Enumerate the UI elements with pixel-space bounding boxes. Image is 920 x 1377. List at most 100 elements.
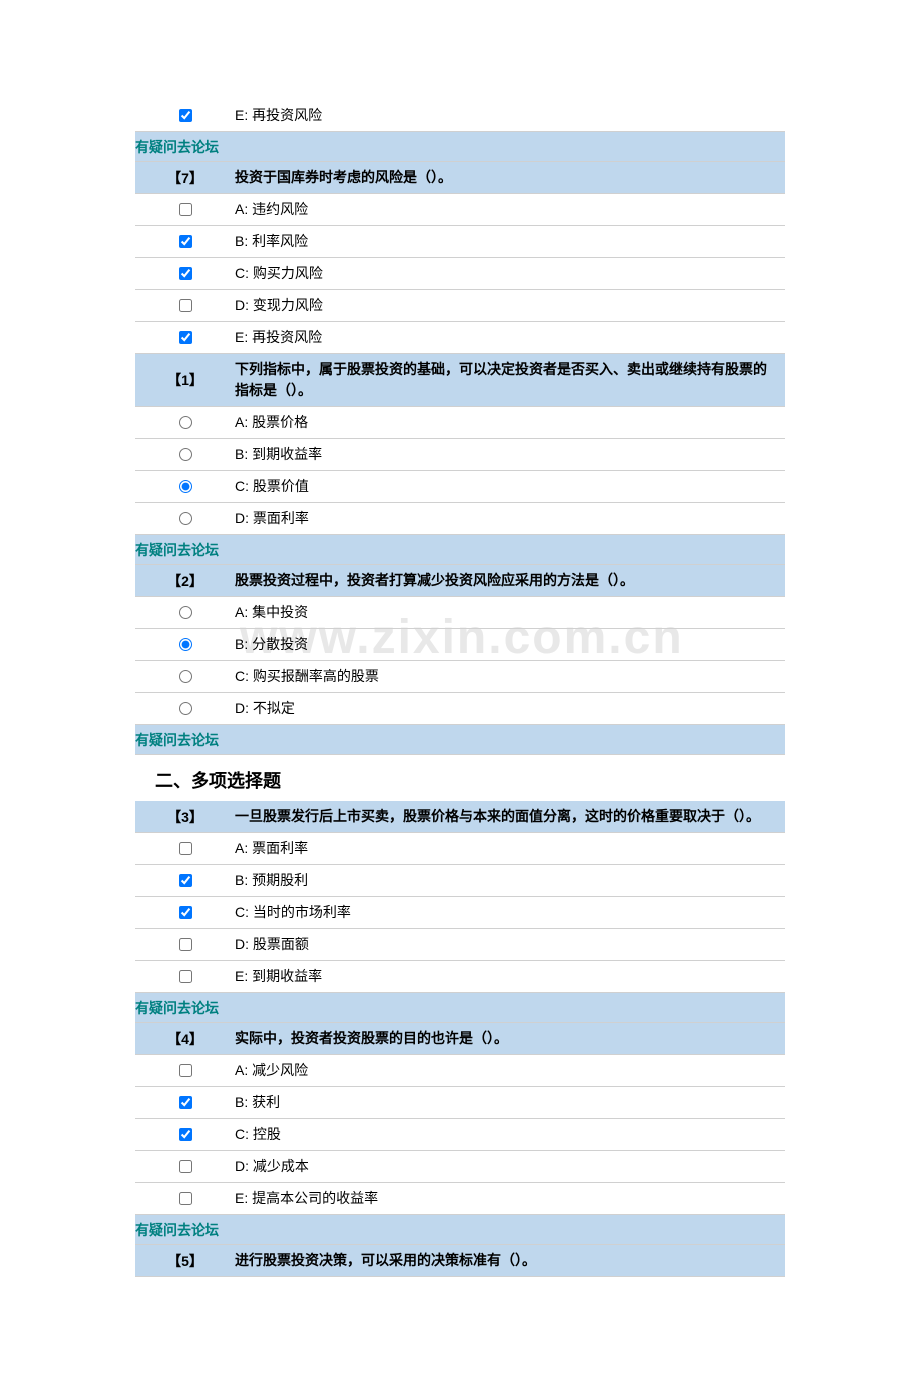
option-checkbox[interactable] <box>179 1064 192 1077</box>
option-checkbox[interactable] <box>179 267 192 280</box>
option-input-cell <box>135 837 235 860</box>
option-row: D: 减少成本 <box>135 1151 785 1183</box>
option-input-cell <box>135 198 235 221</box>
option-checkbox[interactable] <box>179 203 192 216</box>
option-row: C: 购买报酬率高的股票 <box>135 661 785 693</box>
question-number: 【2】 <box>135 566 235 596</box>
option-row: A: 违约风险 <box>135 194 785 226</box>
question-text: 投资于国库券时考虑的风险是（）。 <box>235 162 785 193</box>
option-radio[interactable] <box>179 448 192 461</box>
option-radio[interactable] <box>179 416 192 429</box>
forum-row: 有疑问去论坛 <box>135 132 785 162</box>
option-label: B: 分散投资 <box>235 629 785 660</box>
option-input-cell <box>135 1155 235 1178</box>
option-radio[interactable] <box>179 512 192 525</box>
option-label: B: 获利 <box>235 1087 785 1118</box>
option-checkbox[interactable] <box>179 970 192 983</box>
option-label: B: 利率风险 <box>235 226 785 257</box>
option-checkbox[interactable] <box>179 842 192 855</box>
option-row: A: 减少风险 <box>135 1055 785 1087</box>
option-input-cell <box>135 933 235 956</box>
option-row: D: 变现力风险 <box>135 290 785 322</box>
option-row: C: 当时的市场利率 <box>135 897 785 929</box>
option-label: B: 预期股利 <box>235 865 785 896</box>
option-row: B: 预期股利 <box>135 865 785 897</box>
option-row: C: 控股 <box>135 1119 785 1151</box>
option-label: C: 购买力风险 <box>235 258 785 289</box>
option-input-cell <box>135 1091 235 1114</box>
option-label: E: 到期收益率 <box>235 961 785 992</box>
option-row: E: 再投资风险 <box>135 100 785 132</box>
question-row: 【2】股票投资过程中，投资者打算减少投资风险应采用的方法是（）。 <box>135 565 785 597</box>
option-row: A: 股票价格 <box>135 407 785 439</box>
option-checkbox[interactable] <box>179 938 192 951</box>
forum-link[interactable]: 有疑问去论坛 <box>135 998 219 1018</box>
option-label: A: 违约风险 <box>235 194 785 225</box>
option-label: C: 购买报酬率高的股票 <box>235 661 785 692</box>
question-row: 【7】投资于国库券时考虑的风险是（）。 <box>135 162 785 194</box>
option-row: D: 股票面额 <box>135 929 785 961</box>
option-input-cell <box>135 869 235 892</box>
option-label: C: 股票价值 <box>235 471 785 502</box>
option-checkbox[interactable] <box>179 1160 192 1173</box>
option-input-cell <box>135 326 235 349</box>
option-radio[interactable] <box>179 606 192 619</box>
option-radio[interactable] <box>179 638 192 651</box>
question-row: 【5】进行股票投资决策，可以采用的决策标准有（）。 <box>135 1245 785 1277</box>
question-row: 【4】实际中，投资者投资股票的目的也许是（）。 <box>135 1023 785 1055</box>
forum-link[interactable]: 有疑问去论坛 <box>135 540 219 560</box>
option-label: A: 减少风险 <box>235 1055 785 1086</box>
option-row: C: 股票价值 <box>135 471 785 503</box>
option-input-cell <box>135 601 235 624</box>
option-checkbox[interactable] <box>179 906 192 919</box>
question-number: 【5】 <box>135 1246 235 1276</box>
option-label: C: 当时的市场利率 <box>235 897 785 928</box>
option-input-cell <box>135 443 235 466</box>
option-checkbox[interactable] <box>179 1128 192 1141</box>
option-input-cell <box>135 294 235 317</box>
option-checkbox[interactable] <box>179 331 192 344</box>
question-number: 【7】 <box>135 163 235 193</box>
option-input-cell <box>135 230 235 253</box>
question-text: 股票投资过程中，投资者打算减少投资风险应采用的方法是（）。 <box>235 565 785 596</box>
option-checkbox[interactable] <box>179 874 192 887</box>
forum-row: 有疑问去论坛 <box>135 1215 785 1245</box>
option-input-cell <box>135 475 235 498</box>
option-checkbox[interactable] <box>179 235 192 248</box>
option-row: E: 再投资风险 <box>135 322 785 354</box>
option-row: C: 购买力风险 <box>135 258 785 290</box>
option-label: D: 变现力风险 <box>235 290 785 321</box>
option-label: E: 提高本公司的收益率 <box>235 1183 785 1214</box>
option-checkbox[interactable] <box>179 1192 192 1205</box>
option-input-cell <box>135 1059 235 1082</box>
option-input-cell <box>135 262 235 285</box>
question-text: 下列指标中，属于股票投资的基础，可以决定投资者是否买入、卖出或继续持有股票的指标… <box>235 354 785 406</box>
option-row: D: 票面利率 <box>135 503 785 535</box>
option-input-cell <box>135 411 235 434</box>
option-label: A: 票面利率 <box>235 833 785 864</box>
option-input-cell <box>135 633 235 656</box>
question-text: 实际中，投资者投资股票的目的也许是（）。 <box>235 1023 785 1054</box>
option-radio[interactable] <box>179 702 192 715</box>
question-text: 一旦股票发行后上市买卖，股票价格与本来的面值分离，这时的价格重要取决于（）。 <box>235 801 785 832</box>
option-input-cell <box>135 507 235 530</box>
option-checkbox[interactable] <box>179 109 192 122</box>
option-label: A: 股票价格 <box>235 407 785 438</box>
option-checkbox[interactable] <box>179 1096 192 1109</box>
question-number: 【4】 <box>135 1024 235 1054</box>
option-checkbox[interactable] <box>179 299 192 312</box>
option-row: A: 集中投资 <box>135 597 785 629</box>
forum-link[interactable]: 有疑问去论坛 <box>135 137 219 157</box>
option-label: A: 集中投资 <box>235 597 785 628</box>
option-input-cell <box>135 104 235 127</box>
forum-row: 有疑问去论坛 <box>135 725 785 755</box>
forum-link[interactable]: 有疑问去论坛 <box>135 730 219 750</box>
forum-link[interactable]: 有疑问去论坛 <box>135 1220 219 1240</box>
option-radio[interactable] <box>179 670 192 683</box>
option-input-cell <box>135 965 235 988</box>
option-row: E: 到期收益率 <box>135 961 785 993</box>
question-number: 【3】 <box>135 802 235 832</box>
option-radio[interactable] <box>179 480 192 493</box>
forum-row: 有疑问去论坛 <box>135 993 785 1023</box>
option-label: D: 股票面额 <box>235 929 785 960</box>
